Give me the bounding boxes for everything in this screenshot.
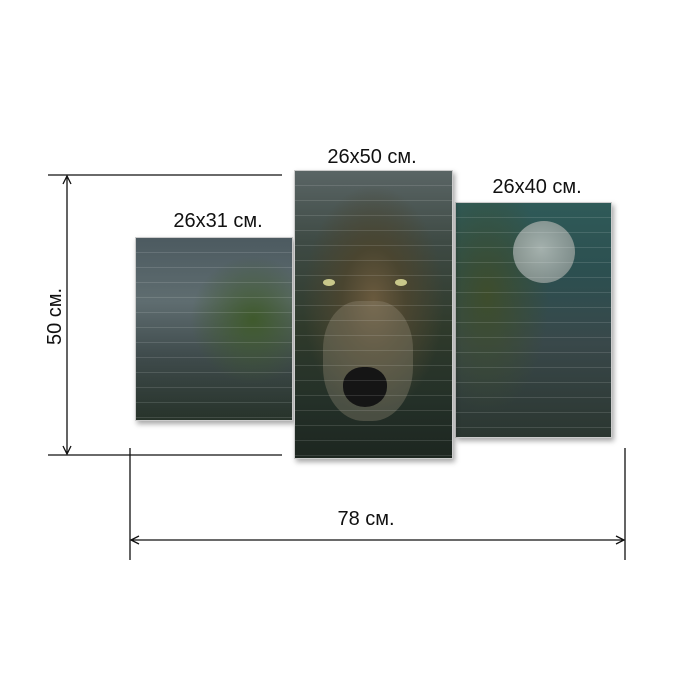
arrow-down-icon <box>62 445 72 456</box>
left-canvas-panel <box>135 237 293 421</box>
arrow-up-icon <box>62 174 72 185</box>
center-canvas-panel <box>294 170 453 459</box>
moon-image <box>513 221 575 283</box>
arrow-right-icon <box>615 535 626 545</box>
center-panel-size-label: 26x50 см. <box>327 146 417 168</box>
wolf-nose <box>343 367 387 407</box>
wolf-eye-left <box>323 279 335 286</box>
plank-texture <box>295 171 452 458</box>
height-label: 50 см. <box>44 287 66 345</box>
right-canvas-panel <box>455 202 612 438</box>
arrow-left-icon <box>129 535 140 545</box>
plank-texture <box>456 203 611 437</box>
right-panel-size-label: 26x40 см. <box>492 176 582 198</box>
wolf-eye-right <box>395 279 407 286</box>
width-label: 78 см. <box>337 508 395 530</box>
plank-texture <box>136 238 292 420</box>
left-panel-size-label: 26x31 см. <box>173 210 263 232</box>
